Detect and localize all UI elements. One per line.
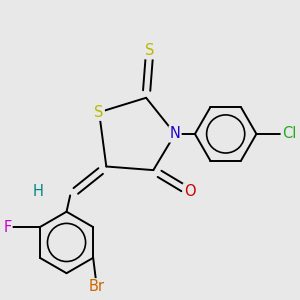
Text: Cl: Cl [282,127,296,142]
Text: F: F [3,220,11,235]
Text: H: H [32,184,43,199]
Text: S: S [94,105,104,120]
Text: Br: Br [89,279,105,294]
Text: N: N [169,127,181,142]
Text: S: S [145,43,154,58]
Text: O: O [184,184,195,199]
